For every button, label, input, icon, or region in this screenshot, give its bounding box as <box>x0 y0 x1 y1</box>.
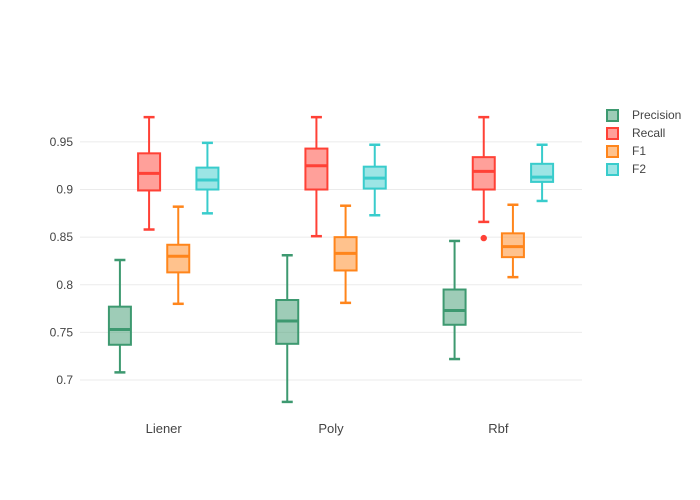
legend-label: Recall <box>632 126 666 140</box>
outlier-point <box>480 234 487 242</box>
legend-item-f1[interactable]: F1 <box>606 145 681 158</box>
y-tick-label: 0.85 <box>50 230 74 244</box>
y-tick-label: 0.95 <box>50 135 74 149</box>
y-tick-label: 0.8 <box>56 278 73 292</box>
legend: Precision Recall F1 F2 <box>606 109 681 176</box>
box-recall-rbf <box>471 115 496 242</box>
box-body <box>471 156 496 191</box>
box-body <box>166 243 191 274</box>
y-tick-label: 0.7 <box>56 373 73 387</box>
box-recall-liener <box>137 115 162 231</box>
box-recall-poly <box>304 115 329 238</box>
legend-item-f2[interactable]: F2 <box>606 163 681 176</box>
legend-label: F2 <box>632 162 647 176</box>
y-tick-label: 0.75 <box>50 325 74 339</box>
box-precision-poly <box>275 253 300 404</box>
legend-swatch-icon <box>606 127 619 140</box>
box-f1-rbf <box>500 203 525 279</box>
y-tick-label: 0.9 <box>56 183 73 197</box>
legend-swatch-icon <box>606 163 619 176</box>
legend-item-precision[interactable]: Precision <box>606 109 681 122</box>
x-tick-label: Rbf <box>488 421 509 436</box>
box-f2-liener <box>195 141 220 215</box>
box-f1-poly <box>333 204 358 305</box>
box-body <box>530 162 555 183</box>
legend-swatch-icon <box>606 145 619 158</box>
box-body <box>107 305 132 346</box>
box-precision-rbf <box>442 239 467 361</box>
box-f2-rbf <box>530 143 555 203</box>
legend-item-recall[interactable]: Recall <box>606 127 681 140</box>
x-tick-label: Poly <box>318 421 344 436</box>
legend-swatch-icon <box>606 109 619 122</box>
box-f2-poly <box>362 143 387 217</box>
legend-label: Precision <box>632 108 682 122</box>
box-body <box>442 288 467 326</box>
legend-label: F1 <box>632 144 647 158</box>
box-f1-liener <box>166 205 191 306</box>
box-body <box>304 147 329 191</box>
x-tick-label: Liener <box>146 421 183 436</box>
box-precision-liener <box>107 258 132 374</box>
